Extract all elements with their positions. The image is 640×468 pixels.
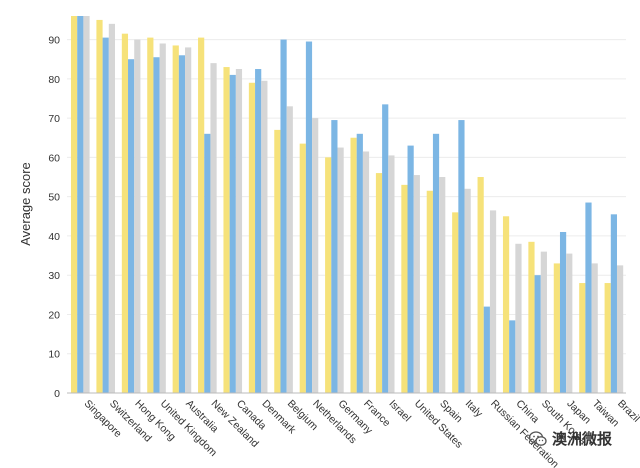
y-tick-label: 0 <box>54 388 60 400</box>
bar <box>235 69 243 393</box>
y-axis-label: Average score <box>18 162 33 246</box>
y-axis-ticks: 0 10 20 30 40 50 60 70 80 90 <box>48 35 60 400</box>
bar <box>509 320 516 393</box>
bar <box>540 251 547 393</box>
bar <box>559 231 567 393</box>
y-tick-label: 30 <box>48 270 60 282</box>
bar <box>502 216 510 393</box>
bar <box>172 45 179 393</box>
bar <box>128 59 135 394</box>
bar <box>528 241 535 393</box>
x-category-label: Italy <box>463 398 486 421</box>
y-tick-label: 40 <box>48 231 60 243</box>
bar <box>185 47 192 394</box>
bar <box>489 210 497 393</box>
bar <box>159 43 166 393</box>
bar <box>261 80 268 393</box>
bar <box>534 275 541 393</box>
bar <box>77 16 84 393</box>
bar <box>356 133 363 393</box>
y-tick-label: 60 <box>48 152 60 164</box>
bar <box>464 188 471 393</box>
y-tick-label: 70 <box>48 113 60 125</box>
bar <box>223 67 230 393</box>
bar <box>147 37 154 393</box>
bar <box>413 175 420 393</box>
bar <box>432 133 440 393</box>
bar <box>71 16 78 393</box>
y-tick-label: 80 <box>48 74 60 86</box>
bar <box>458 120 465 393</box>
bar <box>153 57 160 393</box>
bars <box>71 16 624 394</box>
bar <box>579 283 586 393</box>
y-tick-label: 50 <box>48 192 60 204</box>
bar <box>515 243 522 393</box>
bar <box>375 173 383 393</box>
y-tick-label: 90 <box>48 35 60 47</box>
bar <box>362 151 370 393</box>
bar <box>439 177 446 393</box>
bar <box>382 104 389 393</box>
bar <box>198 37 205 393</box>
bar <box>274 129 281 393</box>
bar <box>134 39 141 393</box>
bar <box>121 33 129 393</box>
bar <box>610 214 617 393</box>
bar <box>102 37 109 393</box>
bar <box>210 63 217 393</box>
bar <box>305 41 313 394</box>
bar <box>452 212 459 393</box>
bar <box>337 147 344 393</box>
x-category-label: Taiwan <box>590 398 622 430</box>
bar <box>229 74 236 393</box>
bar <box>83 16 90 393</box>
bar <box>616 265 624 393</box>
bar <box>204 133 211 393</box>
bar <box>350 137 357 393</box>
bar <box>286 106 293 394</box>
bar <box>325 157 332 393</box>
bar <box>299 143 306 393</box>
bar <box>407 145 414 393</box>
bar <box>312 118 319 394</box>
y-tick-label: 10 <box>48 349 60 361</box>
bar <box>566 253 573 393</box>
bar <box>388 155 395 393</box>
bar <box>255 69 262 393</box>
bar <box>248 82 256 394</box>
bar <box>108 23 116 394</box>
bar <box>604 283 611 393</box>
bar <box>96 19 103 393</box>
bar <box>331 120 338 393</box>
wechat-icon <box>528 430 547 446</box>
bar <box>280 39 287 393</box>
watermark-text: 澳洲微报 <box>552 430 613 448</box>
bar <box>585 202 592 393</box>
bar <box>401 184 408 393</box>
bar <box>553 263 560 393</box>
bar <box>178 55 186 393</box>
bar <box>591 263 598 393</box>
bar <box>483 306 490 393</box>
bar <box>477 177 484 393</box>
y-tick-label: 20 <box>48 309 60 321</box>
bar <box>426 190 433 393</box>
watermark: 澳洲微报 <box>528 428 612 449</box>
